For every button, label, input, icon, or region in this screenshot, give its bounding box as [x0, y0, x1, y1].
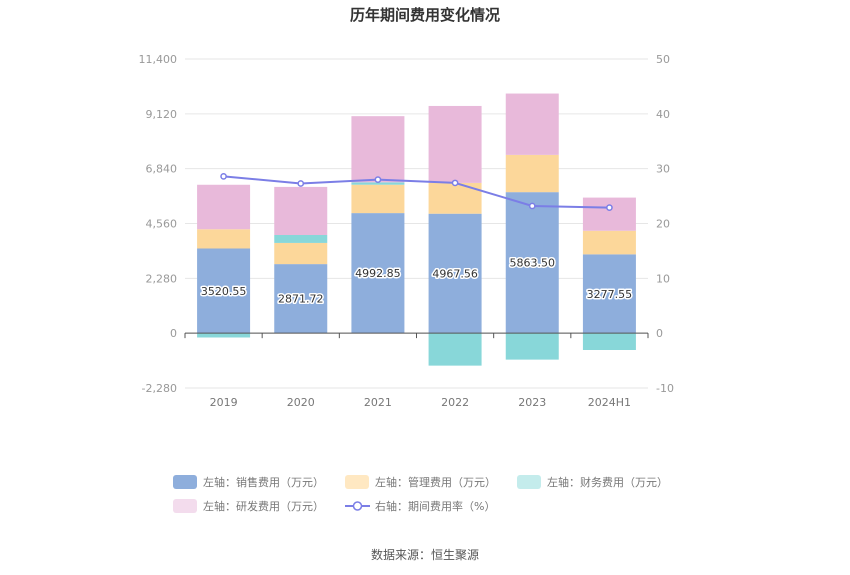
left-tick-label: -2,280	[142, 382, 177, 395]
rate-point	[606, 204, 613, 211]
bar-segment	[351, 182, 405, 185]
bar-series	[197, 93, 636, 366]
legend-swatch	[173, 499, 197, 513]
x-tick-label: 2020	[287, 396, 315, 409]
left-axis-ticks: 11,400 9,120 6,840 4,560 2,280 0 -2,280	[139, 53, 178, 395]
right-axis-ticks: 50 40 30 20 10 0 -10	[656, 53, 674, 395]
data-label: 2871.72	[278, 293, 324, 306]
rate-point	[451, 179, 459, 187]
rate-point	[297, 180, 305, 187]
rate-point	[374, 176, 382, 183]
chart-title: 历年期间费用变化情况	[350, 6, 500, 24]
x-tick-label: 2024H1	[588, 396, 631, 409]
bar-segment	[274, 242, 328, 265]
rate-line-series	[220, 172, 613, 211]
right-tick-label: 0	[656, 327, 663, 340]
legend-swatch	[517, 475, 541, 489]
x-tick-label: 2023	[518, 396, 546, 409]
legend-marker-icon	[352, 501, 363, 511]
legend-label: 左轴：管理费用（万元）	[375, 475, 496, 489]
right-tick-label: 30	[656, 163, 670, 176]
data-label: 3277.55	[587, 288, 633, 301]
rate-point	[528, 202, 536, 210]
x-axis	[184, 332, 649, 339]
bar-segment	[582, 254, 636, 334]
right-tick-label: 50	[656, 53, 670, 66]
right-tick-label: 40	[656, 108, 670, 121]
right-tick-label: 20	[656, 218, 670, 231]
left-tick-label: 2,280	[146, 272, 178, 285]
legend-label: 右轴：期间费用率（%）	[375, 499, 495, 513]
x-tick-label: 2022	[441, 396, 469, 409]
legend-label: 左轴：销售费用（万元）	[203, 475, 324, 489]
bar-segment	[505, 333, 559, 360]
legend-swatch	[173, 475, 197, 489]
bar-segment	[428, 105, 482, 183]
x-tick-label: 2021	[364, 396, 392, 409]
left-tick-label: 6,840	[146, 163, 178, 176]
data-label: 4992.85	[355, 267, 401, 280]
bar-segment	[351, 213, 405, 334]
bar-segment	[428, 213, 482, 334]
bar-segment	[197, 184, 251, 230]
bar-segment	[505, 93, 559, 155]
left-tick-label: 4,560	[146, 218, 178, 231]
bar-segment	[582, 230, 636, 255]
right-tick-label: -10	[656, 382, 674, 395]
data-label: 3520.55	[201, 285, 247, 298]
x-tick-label: 2019	[210, 396, 238, 409]
bar-segment	[505, 192, 559, 334]
source-note: 数据来源：恒生聚源	[371, 547, 479, 562]
legend-label: 左轴：财务费用（万元）	[547, 475, 668, 489]
bar-segment	[197, 248, 251, 334]
data-label: 5863.50	[510, 257, 556, 270]
bar-segment	[197, 333, 251, 338]
bar-segment	[505, 154, 559, 193]
right-tick-label: 10	[656, 272, 670, 285]
grid-lines	[185, 58, 648, 389]
legend-label: 左轴：研发费用（万元）	[203, 499, 324, 513]
bar-segment	[351, 184, 405, 214]
bar-segment	[274, 186, 328, 236]
x-axis-ticks: 2019 2020 2021 2022 2023 2024H1	[210, 396, 631, 409]
bar-segment	[428, 333, 482, 366]
left-tick-label: 0	[170, 327, 177, 340]
legend: 左轴：销售费用（万元） 左轴：管理费用（万元） 左轴：财务费用（万元） 左轴：研发费用…	[173, 475, 668, 513]
data-labels: 3520.55 2871.72 4992.85 4967.56 5863.50 3277.…	[199, 255, 633, 307]
data-label: 4967.56	[432, 267, 478, 280]
rate-line	[223, 175, 610, 209]
legend-swatch	[345, 475, 369, 489]
bar-segment	[274, 264, 328, 334]
left-tick-label: 11,400	[139, 53, 178, 66]
bar-segment	[197, 229, 251, 249]
rate-point	[220, 172, 227, 180]
bar-segment	[351, 116, 405, 183]
bar-segment	[274, 235, 328, 243]
bar-segment	[582, 333, 636, 351]
bar-segment	[582, 197, 636, 231]
left-tick-label: 9,120	[146, 108, 178, 121]
